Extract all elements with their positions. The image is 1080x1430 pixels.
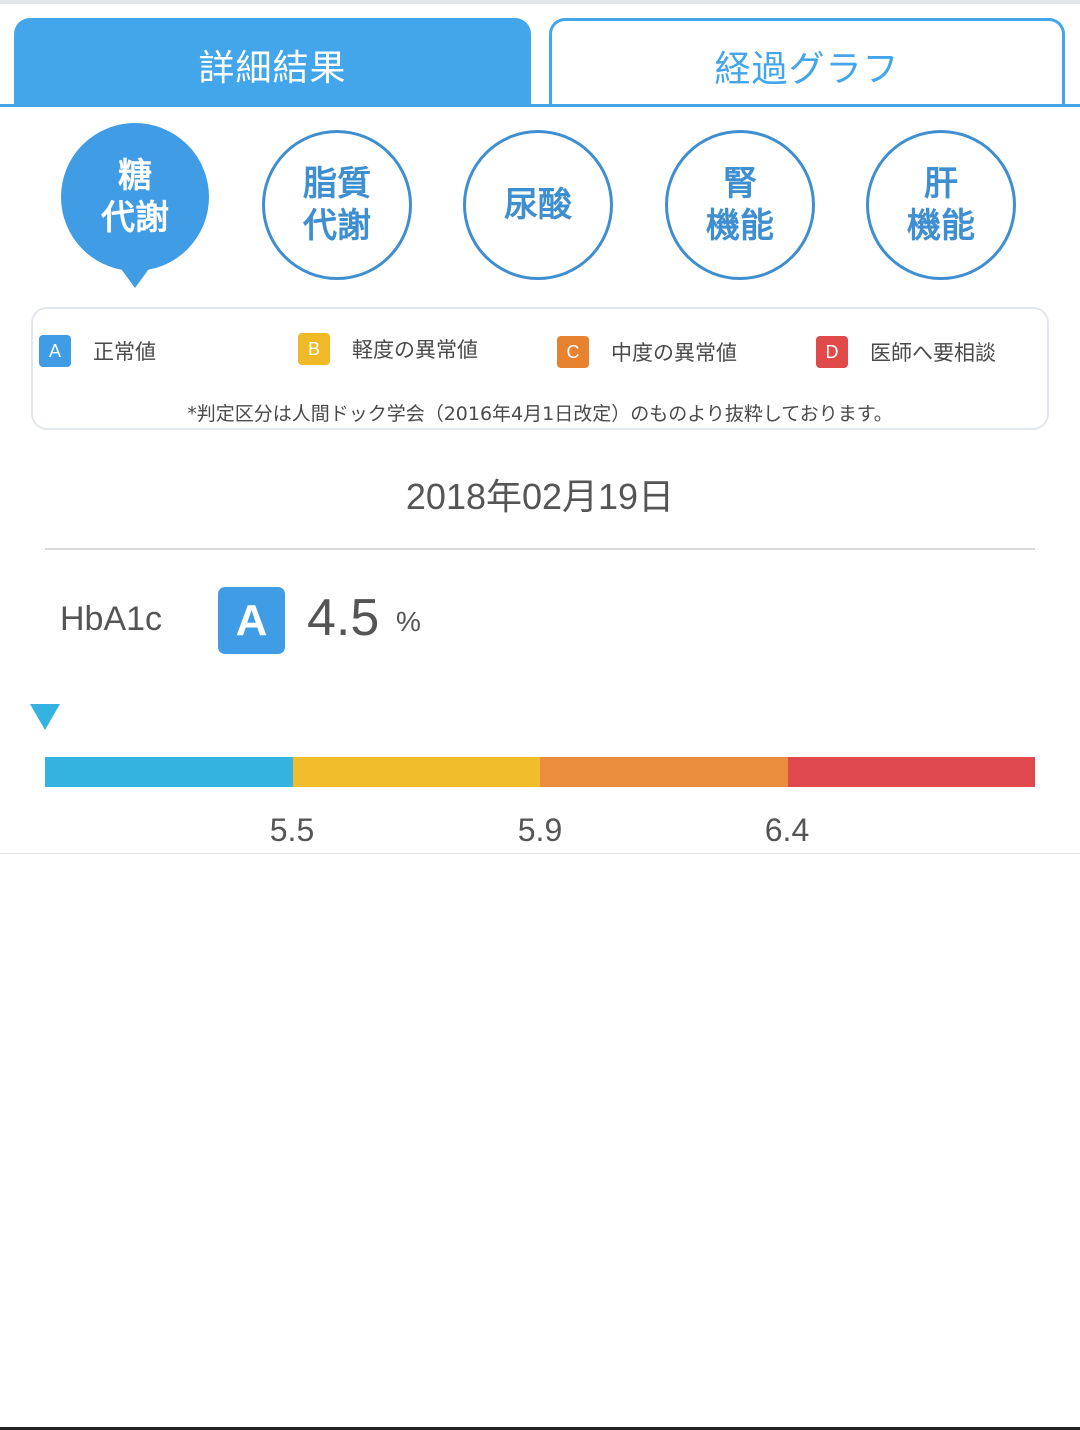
legend-label: 正常値	[93, 340, 156, 364]
top-border	[0, 0, 1080, 4]
exam-date: 2018年02月19日	[405, 476, 675, 517]
category-kidney-function[interactable]: 腎 機能	[665, 130, 815, 280]
tab-underline	[0, 104, 1080, 107]
category-label-line1: 尿酸	[504, 185, 572, 225]
tab-detail-results[interactable]: 詳細結果	[14, 18, 531, 107]
legend-item-b: B 軽度の異常値	[298, 333, 478, 365]
tab-progress-graph[interactable]: 経過グラフ	[549, 18, 1065, 107]
scale-threshold-label: 5.9	[517, 812, 563, 848]
legend-item-d: D 医師へ要相談	[816, 336, 996, 368]
legend-label: 医師へ要相談	[870, 341, 996, 365]
legend-item-a: A 正常値	[39, 335, 156, 367]
result-grade-badge: A	[218, 587, 285, 654]
grade-scale-bar	[45, 757, 1035, 787]
category-label-line1: 糖	[118, 156, 152, 196]
category-label-line1: 肝	[924, 164, 958, 204]
category-uric-acid[interactable]: 尿酸	[463, 130, 613, 280]
legend-item-c: C 中度の異常値	[557, 336, 737, 368]
grade-c-badge: C	[557, 336, 589, 368]
grade-d-badge: D	[816, 336, 848, 368]
grade-legend: A 正常値 B 軽度の異常値 C 中度の異常値 D 医師へ要相談 *判定区分は人…	[31, 307, 1049, 430]
grade-a-badge: A	[39, 335, 71, 367]
category-label-line2: 機能	[907, 206, 975, 246]
category-glucose-metabolism[interactable]: 糖 代謝	[61, 123, 209, 271]
test-item-name: HbA1c	[60, 600, 163, 638]
category-liver-function[interactable]: 肝 機能	[866, 130, 1016, 280]
scale-threshold-label: 5.5	[269, 812, 315, 848]
scale-segment-d	[787, 757, 1035, 787]
section-divider	[0, 853, 1080, 854]
scale-segment-c	[540, 757, 788, 787]
result-value: 4.5	[307, 589, 380, 647]
category-label-line1: 腎	[723, 164, 757, 204]
divider	[45, 548, 1035, 550]
active-category-pointer	[119, 266, 151, 288]
scale-threshold-label: 6.4	[764, 812, 810, 848]
category-lipid-metabolism[interactable]: 脂質 代謝	[262, 130, 412, 280]
category-label-line2: 代謝	[101, 198, 169, 238]
category-label-line2: 代謝	[303, 206, 371, 246]
category-label-line1: 脂質	[303, 164, 371, 204]
value-marker-icon	[30, 704, 60, 730]
legend-note: *判定区分は人間ドック学会（2016年4月1日改定）のものより抜粋しております。	[187, 403, 893, 425]
category-label-line2: 機能	[706, 206, 774, 246]
screen-bottom-edge	[0, 1427, 1080, 1430]
scale-segment-b	[292, 757, 540, 787]
grade-b-badge: B	[298, 333, 330, 365]
scale-segment-a	[45, 757, 293, 787]
result-unit: %	[396, 606, 421, 637]
legend-label: 中度の異常値	[611, 341, 737, 365]
legend-label: 軽度の異常値	[352, 338, 478, 362]
